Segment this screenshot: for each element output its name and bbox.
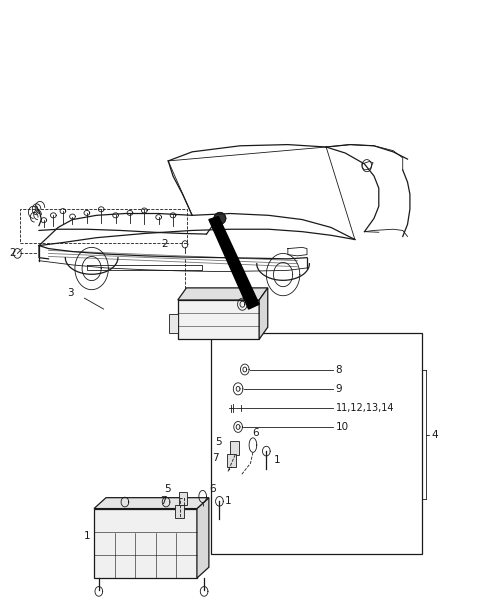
Polygon shape bbox=[178, 288, 268, 300]
Bar bbox=[94, 508, 197, 578]
Text: 2: 2 bbox=[9, 248, 16, 258]
Text: 1: 1 bbox=[84, 531, 90, 541]
Text: 6: 6 bbox=[252, 428, 259, 438]
Text: 8: 8 bbox=[336, 364, 342, 375]
Text: 9: 9 bbox=[336, 384, 342, 394]
Text: 3: 3 bbox=[67, 288, 73, 298]
Text: 6: 6 bbox=[209, 484, 216, 494]
Text: 5: 5 bbox=[215, 437, 222, 447]
Text: 4: 4 bbox=[432, 430, 438, 440]
Text: 11,12,13,14: 11,12,13,14 bbox=[336, 403, 394, 413]
Bar bbox=[178, 300, 259, 339]
Bar bbox=[227, 453, 236, 467]
Polygon shape bbox=[169, 314, 178, 333]
Text: 2: 2 bbox=[162, 239, 168, 249]
Bar bbox=[175, 505, 184, 518]
Text: 10: 10 bbox=[336, 422, 349, 432]
Polygon shape bbox=[197, 498, 209, 578]
Bar bbox=[230, 441, 239, 454]
Polygon shape bbox=[214, 213, 226, 224]
Text: 1: 1 bbox=[225, 496, 231, 506]
Text: 1: 1 bbox=[274, 455, 280, 465]
Text: 5: 5 bbox=[164, 484, 170, 494]
Text: 7: 7 bbox=[212, 453, 218, 463]
Bar bbox=[179, 491, 187, 505]
Bar bbox=[20, 209, 187, 242]
Polygon shape bbox=[259, 288, 268, 339]
Polygon shape bbox=[94, 498, 209, 508]
Text: 7: 7 bbox=[160, 496, 167, 506]
Bar bbox=[211, 333, 422, 554]
Polygon shape bbox=[209, 216, 259, 309]
